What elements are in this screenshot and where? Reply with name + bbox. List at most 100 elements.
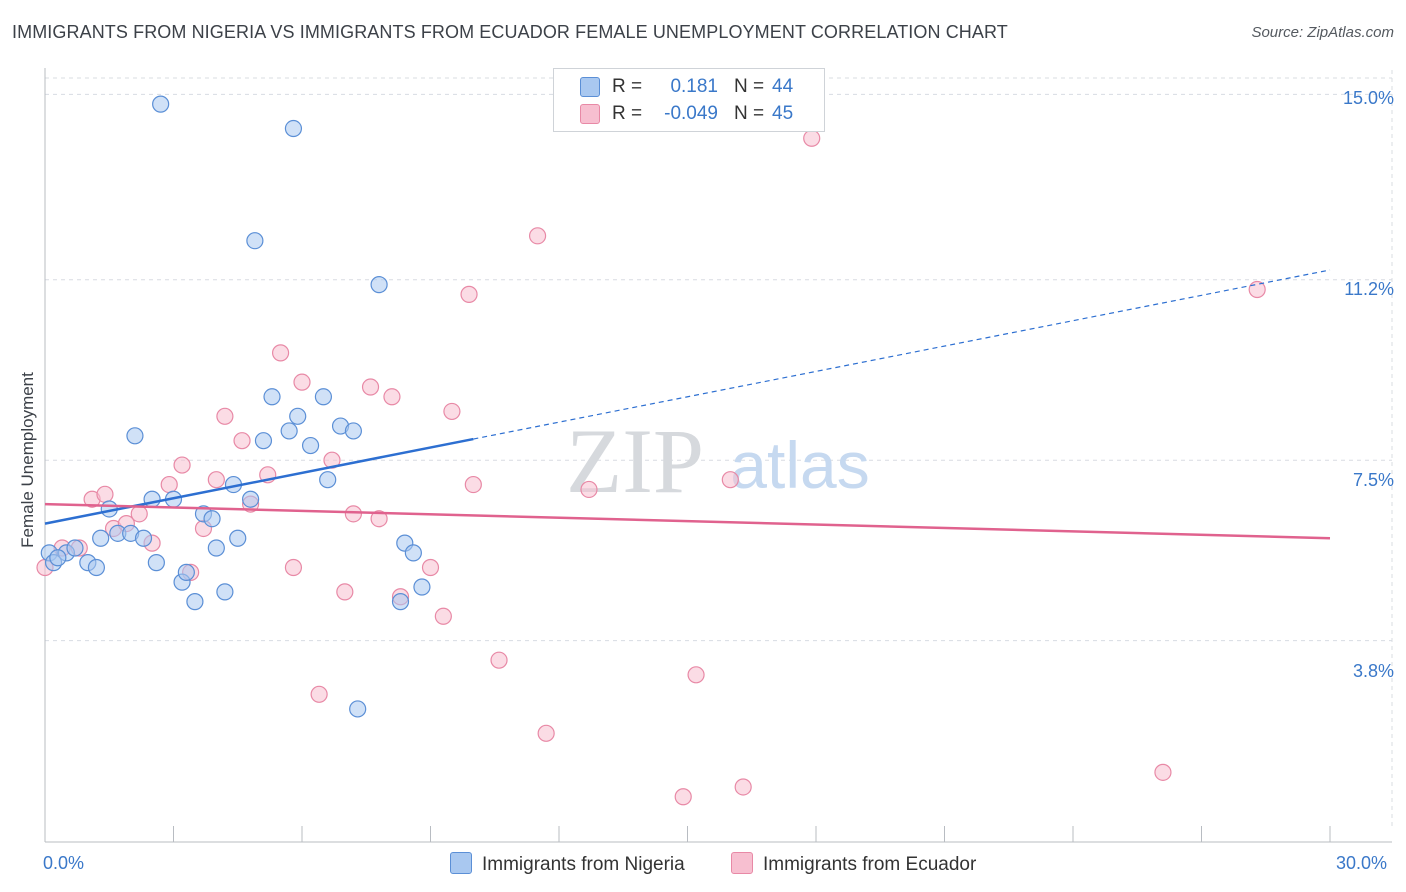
ecuador-point-32	[460, 285, 478, 303]
ecuador-point-21	[310, 685, 328, 703]
chart-title: IMMIGRANTS FROM NIGERIA VS IMMIGRANTS FR…	[12, 22, 1008, 42]
y-tick-label-3-8: 3.8%	[1352, 661, 1394, 681]
nigeria-point-5	[87, 558, 106, 577]
x-tick-label-min: 0.0%	[43, 853, 85, 873]
ecuador-point-35	[528, 227, 547, 245]
nigeria-point-38	[370, 276, 388, 294]
nigeria-point-11	[134, 529, 153, 547]
ecuador-point-23	[336, 583, 354, 601]
ecuador-point-36	[537, 724, 555, 742]
ecuador-point-40	[721, 471, 739, 489]
ecuador-point-31	[443, 402, 461, 421]
nigeria-swatch-icon	[580, 77, 600, 97]
watermark: ZIP atlas	[566, 410, 870, 512]
legend-r-label: R =	[612, 103, 643, 124]
x-tick-label-max: 30.0%	[1336, 853, 1388, 873]
series-name-ecuador: Immigrants from Ecuador	[763, 854, 977, 875]
nigeria-point-43	[49, 549, 67, 567]
nigeria-point-3	[66, 539, 84, 557]
nigeria-point-39	[391, 593, 410, 611]
ecuador-point-15	[233, 432, 251, 450]
ecuador-point-38	[674, 788, 692, 806]
source-credit: Source: ZipAtlas.com	[1251, 24, 1394, 41]
nigeria-trend-dashed	[473, 269, 1331, 440]
watermark-atlas: atlas	[730, 428, 869, 502]
nigeria-point-6	[92, 529, 110, 547]
nigeria-point-36	[344, 422, 362, 440]
legend-n-label: N =	[734, 103, 765, 124]
ecuador-point-19	[284, 558, 303, 577]
ecuador-point-43	[1154, 763, 1172, 781]
series-legend-ecuador[interactable]: Immigrants from Ecuador	[731, 852, 976, 876]
nigeria-point-30	[284, 119, 303, 138]
nigeria-point-29	[280, 422, 298, 440]
legend-n-label: N =	[734, 76, 765, 97]
nigeria-point-42	[413, 578, 431, 596]
nigeria-point-34	[319, 471, 337, 489]
ecuador-point-14	[216, 407, 234, 425]
nigeria-point-32	[301, 436, 320, 455]
nigeria-trend-solid	[44, 437, 474, 525]
ecuador-point-30	[434, 607, 452, 625]
nigeria-point-31	[289, 407, 307, 425]
ecuador-point-4	[96, 485, 114, 503]
ecuador-point-44	[1248, 280, 1266, 299]
nigeria-point-37	[349, 700, 367, 718]
nigeria-point-33	[314, 388, 333, 406]
series-legend-nigeria[interactable]: Immigrants from Nigeria	[450, 852, 685, 876]
ecuador-points	[36, 129, 1266, 806]
legend-r-value-ecuador: -0.049	[664, 103, 718, 124]
nigeria-legend-icon	[450, 852, 472, 874]
legend-row-ecuador: R = -0.049 N = 45	[554, 101, 824, 127]
legend-r-label: R =	[612, 76, 643, 97]
nigeria-point-22	[216, 583, 234, 601]
nigeria-points	[40, 95, 431, 718]
nigeria-point-26	[246, 232, 264, 250]
nigeria-point-10	[126, 427, 144, 445]
ecuador-point-7	[130, 505, 148, 523]
ecuador-point-9	[160, 475, 178, 494]
ecuador-swatch-icon	[580, 104, 600, 124]
ecuador-point-10	[173, 456, 191, 474]
ecuador-point-27	[383, 388, 401, 406]
correlation-legend: R = 0.181 N = 44 R = -0.049 N = 45	[553, 68, 825, 132]
nigeria-point-28	[263, 388, 281, 406]
nigeria-point-41	[404, 544, 422, 562]
nigeria-point-20	[203, 510, 221, 528]
nigeria-point-13	[147, 554, 165, 572]
ecuador-point-26	[370, 510, 388, 528]
y-tick-label-15-0: 15.0%	[1342, 88, 1394, 108]
ecuador-point-25	[361, 378, 380, 396]
y-tick-label-7-5: 7.5%	[1352, 470, 1394, 490]
ecuador-point-41	[734, 778, 752, 796]
ecuador-point-42	[803, 129, 821, 147]
ecuador-point-29	[421, 558, 440, 577]
legend-r-value-nigeria: 0.181	[670, 76, 718, 97]
ecuador-point-39	[687, 666, 705, 684]
legend-n-value-nigeria: 44	[772, 76, 794, 97]
trend-lines	[44, 269, 1331, 540]
ecuador-point-33	[464, 475, 482, 494]
nigeria-point-21	[207, 539, 225, 557]
legend-n-value-ecuador: 45	[772, 103, 794, 124]
nigeria-point-27	[254, 432, 273, 450]
ecuador-point-34	[490, 651, 508, 669]
ecuador-point-13	[207, 471, 225, 489]
nigeria-point-24	[229, 529, 247, 547]
y-axis-title: Female Unemployment	[18, 372, 37, 548]
ecuador-trend	[44, 502, 1331, 540]
nigeria-point-17	[177, 563, 195, 581]
axes	[44, 68, 1392, 843]
ecuador-legend-icon	[731, 852, 753, 874]
ecuador-point-20	[293, 373, 311, 391]
ecuador-point-24	[344, 505, 362, 523]
nigeria-point-25	[242, 490, 260, 508]
series-name-nigeria: Immigrants from Nigeria	[482, 854, 685, 875]
ecuador-point-37	[580, 480, 598, 499]
ecuador-point-18	[271, 344, 290, 362]
y-tick-label-11-2: 11.2%	[1344, 279, 1394, 299]
grid-lines	[45, 70, 1393, 826]
nigeria-point-18	[186, 593, 204, 611]
legend-row-nigeria: R = 0.181 N = 44	[554, 74, 824, 100]
